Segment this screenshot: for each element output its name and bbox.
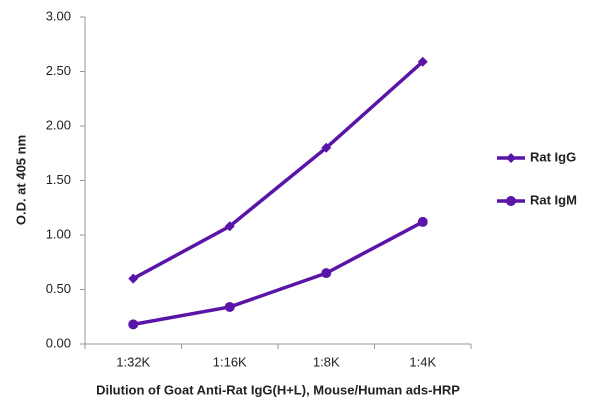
marker <box>224 221 235 232</box>
y-tick-label: 1.00 <box>46 226 71 241</box>
y-tick-label: 3.00 <box>46 8 71 23</box>
x-tick-label: 1:4K <box>409 354 436 369</box>
marker <box>506 153 516 163</box>
marker <box>417 56 428 67</box>
marker <box>224 301 235 312</box>
y-tick-label: 2.50 <box>46 63 71 78</box>
x-axis-title: Dilution of Goat Anti-Rat IgG(H+L), Mous… <box>96 382 460 397</box>
series-line <box>132 60 424 281</box>
y-tick-label: 2.00 <box>46 117 71 132</box>
y-tick-label: 0.00 <box>46 335 71 350</box>
marker <box>506 196 516 206</box>
marker <box>128 319 139 330</box>
legend-label: Rat IgG <box>530 149 576 164</box>
series-line <box>132 220 424 327</box>
y-tick-label: 1.50 <box>46 172 71 187</box>
marker <box>128 273 139 284</box>
marker <box>321 142 332 153</box>
x-tick-label: 1:32K <box>116 354 150 369</box>
y-tick-label: 0.50 <box>46 281 71 296</box>
x-tick-label: 1:16K <box>213 354 247 369</box>
x-tick-label: 1:8K <box>313 354 340 369</box>
marker <box>417 216 428 227</box>
y-axis-title: O.D. at 405 nm <box>13 135 28 225</box>
legend-label: Rat IgM <box>530 192 577 207</box>
marker <box>321 268 332 279</box>
